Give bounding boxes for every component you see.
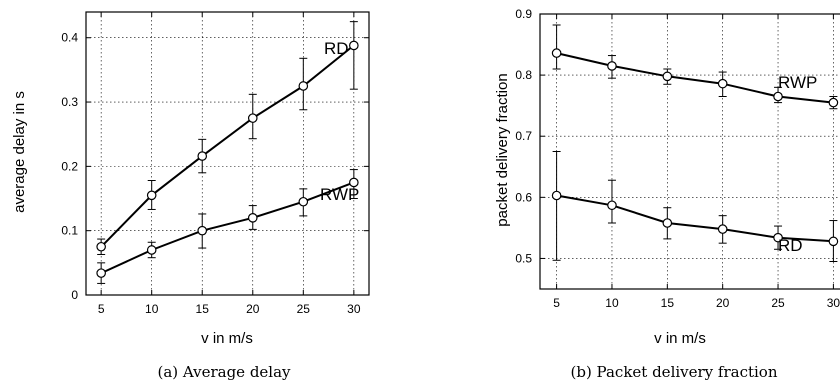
x-tick-label: 10 <box>145 302 159 316</box>
data-point <box>96 241 106 252</box>
series-line-rd <box>100 44 355 248</box>
y-tick-label: 0 <box>71 288 78 302</box>
series-a <box>96 21 359 284</box>
y-tick-label: 0.6 <box>515 190 532 204</box>
x-tick-label: 20 <box>716 296 730 310</box>
data-point <box>717 224 728 234</box>
data-point <box>662 71 673 82</box>
x-tick-label: 30 <box>827 296 840 310</box>
series-label-b-rd: RD <box>778 236 803 255</box>
y-tick-label: 0.9 <box>515 7 532 21</box>
data-point <box>607 200 617 211</box>
x-tick-label: 15 <box>196 302 210 316</box>
data-point <box>197 225 208 236</box>
data-point <box>662 218 673 228</box>
data-point <box>298 81 309 91</box>
data-point <box>349 177 359 188</box>
x-tick-label: 30 <box>347 302 361 316</box>
x-axis-label-a: v in m/s <box>201 330 253 347</box>
y-tick-label: 0.1 <box>61 224 78 238</box>
x-tick-label: 10 <box>605 296 619 310</box>
ticks-a: 5 10 15 20 25 30 0 0.1 0.2 0.3 0.4 <box>61 12 369 316</box>
panel-b: 5 10 15 20 25 30 0.5 0.6 0.7 0.8 0.9 v in m/s pack… <box>494 7 840 381</box>
plot-frame-a <box>85 11 370 296</box>
y-tick-label: 0.7 <box>515 129 532 143</box>
x-tick-label: 25 <box>771 296 785 310</box>
data-point <box>717 78 728 89</box>
data-point <box>828 97 839 108</box>
caption-b: (b) Packet delivery fraction <box>570 363 777 381</box>
x-tick-label: 5 <box>553 296 560 310</box>
data-point <box>828 236 839 247</box>
data-point <box>773 232 783 243</box>
data-point <box>247 113 258 123</box>
series-line-rd <box>556 194 834 243</box>
y-tick-label: 0.3 <box>61 95 78 109</box>
data-point <box>146 190 157 201</box>
y-tick-label: 0.2 <box>61 159 78 173</box>
data-point <box>551 190 562 201</box>
y-axis-label-a: average delay in s <box>11 91 28 213</box>
series-label-a-rwp: RWP <box>320 185 359 204</box>
x-tick-label: 5 <box>98 302 105 316</box>
data-point <box>551 48 562 58</box>
panel-a: 5 10 15 20 25 30 0 0.1 0.2 0.3 0.4 v in m/s averag… <box>11 11 370 381</box>
y-axis-label-b: packet delivery fraction <box>494 73 511 226</box>
data-point <box>298 196 309 207</box>
data-point <box>247 213 258 223</box>
series-label-a-rd: RD <box>324 39 349 58</box>
x-tick-label: 15 <box>661 296 675 310</box>
data-point <box>96 268 106 278</box>
x-tick-label: 20 <box>246 302 260 316</box>
data-point <box>607 61 617 71</box>
caption-a: (a) Average delay <box>157 363 291 381</box>
series-b <box>551 24 839 262</box>
series-line-rwp <box>100 181 355 275</box>
series-label-b-rwp: RWP <box>778 73 817 92</box>
y-tick-label: 0.5 <box>515 251 532 265</box>
plot-frame-b <box>539 13 840 290</box>
x-tick-label: 25 <box>297 302 311 316</box>
data-point <box>197 151 208 161</box>
x-axis-label-b: v in m/s <box>654 330 706 347</box>
y-tick-label: 0.8 <box>515 68 532 82</box>
series-line-rwp <box>556 52 834 104</box>
y-tick-label: 0.4 <box>61 31 78 45</box>
ticks-b: 5 10 15 20 25 30 0.5 0.6 0.7 0.8 0.9 <box>515 7 840 310</box>
data-point <box>349 40 359 51</box>
data-point <box>773 91 783 102</box>
data-point <box>146 245 157 255</box>
